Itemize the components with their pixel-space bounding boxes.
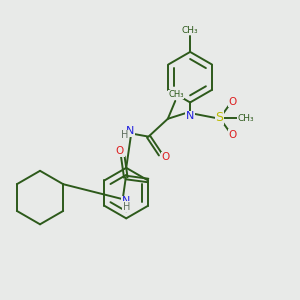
Text: O: O [162,152,170,162]
Text: N: N [122,196,130,206]
Text: CH₃: CH₃ [237,114,254,123]
Text: N: N [186,111,194,122]
Text: H: H [121,130,128,140]
Text: S: S [215,111,223,124]
Text: O: O [228,130,236,140]
Text: O: O [228,97,236,107]
Text: H: H [123,202,130,212]
Text: CH₃: CH₃ [168,90,184,99]
Text: O: O [116,146,124,156]
Text: N: N [126,126,134,136]
Text: CH₃: CH₃ [182,26,198,35]
